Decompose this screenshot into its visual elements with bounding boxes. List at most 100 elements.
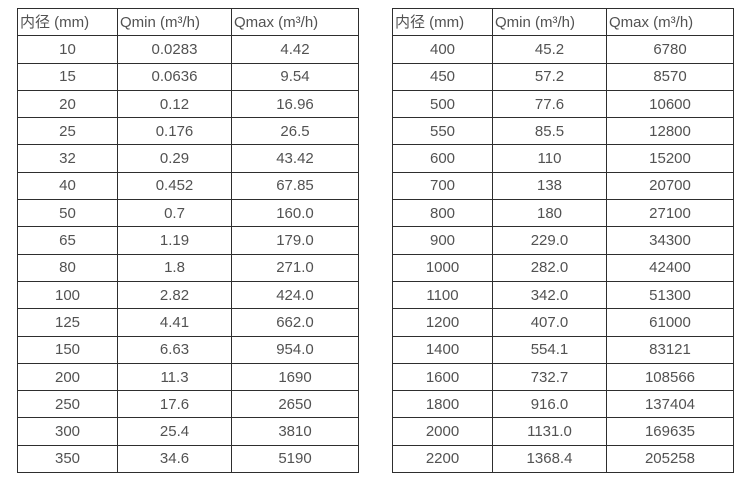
table-row: 600 110 15200 — [392, 144, 734, 173]
table-cell: 0.7 — [117, 199, 232, 228]
table-cell: 550 — [392, 117, 493, 146]
table-row: 450 57.2 8570 — [392, 62, 734, 91]
table-row: 80 1.8 271.0 — [17, 253, 359, 282]
table-row: 900 229.0 34300 — [392, 226, 734, 255]
table-cell: 1131.0 — [492, 417, 607, 446]
table-cell: 4.41 — [117, 308, 232, 337]
table-cell: 554.1 — [492, 335, 607, 364]
table-cell: 150 — [17, 335, 118, 364]
table-cell: 1600 — [392, 362, 493, 392]
table-cell: 15200 — [606, 144, 734, 173]
table-row: 125 4.41 662.0 — [17, 308, 359, 337]
table-cell: 400 — [392, 35, 493, 64]
table-cell: 900 — [392, 226, 493, 255]
table-row: 250 17.6 2650 — [17, 390, 359, 419]
table-cell: 83121 — [606, 335, 734, 364]
table-cell: 77.6 — [492, 89, 607, 119]
table-cell: 20700 — [606, 171, 734, 201]
table-cell: 32 — [17, 144, 118, 173]
table-cell: 138 — [492, 171, 607, 201]
table-cell: 40 — [17, 171, 118, 201]
table-row: 100 2.82 424.0 — [17, 280, 359, 310]
table-row: 800 180 27100 — [392, 199, 734, 228]
table-row: 500 77.6 10600 — [392, 89, 734, 119]
table-row: 1000 282.0 42400 — [392, 253, 734, 282]
table-cell: 800 — [392, 199, 493, 228]
table-cell: 450 — [392, 62, 493, 91]
table-cell: 11.3 — [117, 362, 232, 392]
table-row: 350 34.6 5190 — [17, 444, 359, 474]
table-cell: 61000 — [606, 308, 734, 337]
table-row: 400 45.2 6780 — [392, 35, 734, 64]
table-row: 1400 554.1 83121 — [392, 335, 734, 364]
table-cell: 25 — [17, 117, 118, 146]
table-cell: 0.29 — [117, 144, 232, 173]
table-cell: 282.0 — [492, 253, 607, 282]
table-row: 1100 342.0 51300 — [392, 280, 734, 310]
table-cell: 732.7 — [492, 362, 607, 392]
table-cell: 5190 — [231, 444, 359, 474]
table-row: 700 138 20700 — [392, 171, 734, 201]
table-cell: 25.4 — [117, 417, 232, 446]
table-cell: 20 — [17, 89, 118, 119]
table-cell: 2650 — [231, 390, 359, 419]
table-cell: 300 — [17, 417, 118, 446]
column-header: 内径 (mm) — [392, 7, 493, 37]
table-cell: 2.82 — [117, 280, 232, 310]
table-cell: 350 — [17, 444, 118, 474]
table-cell: 424.0 — [231, 280, 359, 310]
table-cell: 2000 — [392, 417, 493, 446]
table-cell: 160.0 — [231, 199, 359, 228]
flow-rate-tables: 内径 (mm) Qmin (m³/h) Qmax (m³/h) 10 0.0283 4.4… — [17, 7, 734, 474]
table-cell: 100 — [17, 280, 118, 310]
table-cell: 67.85 — [231, 171, 359, 201]
table-cell: 27100 — [606, 199, 734, 228]
table-cell: 110 — [492, 144, 607, 173]
table-row: 65 1.19 179.0 — [17, 226, 359, 255]
table-cell: 229.0 — [492, 226, 607, 255]
table-cell: 34300 — [606, 226, 734, 255]
table-cell: 4.42 — [231, 35, 359, 64]
flow-table-small-diameters: 内径 (mm) Qmin (m³/h) Qmax (m³/h) 10 0.0283 4.4… — [17, 7, 359, 474]
table-cell: 700 — [392, 171, 493, 201]
table-cell: 0.0636 — [117, 62, 232, 91]
column-header: Qmin (m³/h) — [117, 7, 232, 37]
table-cell: 26.5 — [231, 117, 359, 146]
table-cell: 205258 — [606, 444, 734, 474]
table-cell: 1.8 — [117, 253, 232, 282]
table-cell: 16.96 — [231, 89, 359, 119]
table-cell: 1690 — [231, 362, 359, 392]
table-cell: 2200 — [392, 444, 493, 474]
table-cell: 271.0 — [231, 253, 359, 282]
table-cell: 600 — [392, 144, 493, 173]
table-cell: 0.176 — [117, 117, 232, 146]
table-cell: 3810 — [231, 417, 359, 446]
table-row: 10 0.0283 4.42 — [17, 35, 359, 64]
header-row: 内径 (mm) Qmin (m³/h) Qmax (m³/h) — [392, 7, 734, 37]
table-cell: 1800 — [392, 390, 493, 419]
table-cell: 0.0283 — [117, 35, 232, 64]
table-cell: 1200 — [392, 308, 493, 337]
table-row: 32 0.29 43.42 — [17, 144, 359, 173]
header-row: 内径 (mm) Qmin (m³/h) Qmax (m³/h) — [17, 7, 359, 37]
table-cell: 407.0 — [492, 308, 607, 337]
table-cell: 954.0 — [231, 335, 359, 364]
table-cell: 169635 — [606, 417, 734, 446]
table-cell: 179.0 — [231, 226, 359, 255]
table-row: 15 0.0636 9.54 — [17, 62, 359, 91]
table-cell: 200 — [17, 362, 118, 392]
table-cell: 6780 — [606, 35, 734, 64]
table-row: 1800 916.0 137404 — [392, 390, 734, 419]
table-cell: 1368.4 — [492, 444, 607, 474]
table-cell: 6.63 — [117, 335, 232, 364]
table-cell: 15 — [17, 62, 118, 91]
column-header: Qmin (m³/h) — [492, 7, 607, 37]
table-cell: 8570 — [606, 62, 734, 91]
table-cell: 125 — [17, 308, 118, 337]
table-row: 20 0.12 16.96 — [17, 89, 359, 119]
table-cell: 0.452 — [117, 171, 232, 201]
table-cell: 51300 — [606, 280, 734, 310]
table-cell: 342.0 — [492, 280, 607, 310]
column-header: 内径 (mm) — [17, 7, 118, 37]
table-cell: 180 — [492, 199, 607, 228]
